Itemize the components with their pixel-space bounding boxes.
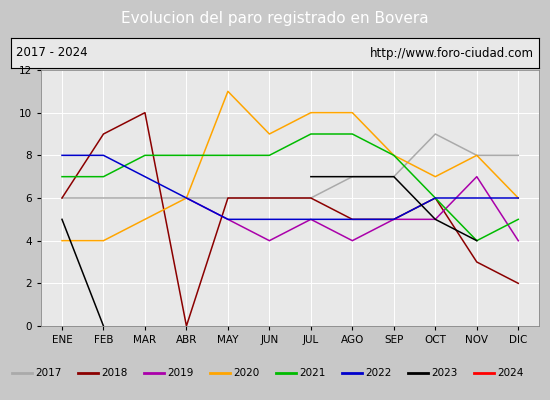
Text: 2021: 2021 xyxy=(299,368,325,378)
Text: 2017: 2017 xyxy=(35,368,61,378)
Text: 2022: 2022 xyxy=(365,368,391,378)
Text: 2018: 2018 xyxy=(101,368,127,378)
Text: Evolucion del paro registrado en Bovera: Evolucion del paro registrado en Bovera xyxy=(121,12,429,26)
Text: 2019: 2019 xyxy=(167,368,193,378)
Text: 2020: 2020 xyxy=(233,368,259,378)
Text: 2024: 2024 xyxy=(497,368,523,378)
Text: 2017 - 2024: 2017 - 2024 xyxy=(16,46,88,60)
Text: http://www.foro-ciudad.com: http://www.foro-ciudad.com xyxy=(370,46,534,60)
Text: 2023: 2023 xyxy=(431,368,457,378)
